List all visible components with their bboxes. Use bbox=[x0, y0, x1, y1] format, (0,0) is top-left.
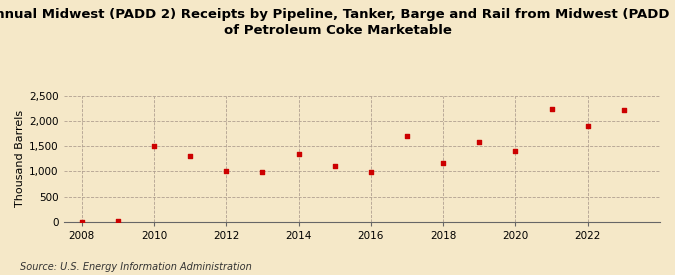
Point bbox=[365, 169, 376, 174]
Point bbox=[438, 161, 449, 166]
Point bbox=[185, 153, 196, 158]
Text: Annual Midwest (PADD 2) Receipts by Pipeline, Tanker, Barge and Rail from Midwes: Annual Midwest (PADD 2) Receipts by Pipe… bbox=[0, 8, 675, 37]
Point bbox=[402, 134, 412, 138]
Point bbox=[510, 149, 521, 153]
Point bbox=[618, 108, 629, 112]
Point bbox=[221, 169, 232, 174]
Y-axis label: Thousand Barrels: Thousand Barrels bbox=[15, 110, 25, 207]
Point bbox=[329, 164, 340, 168]
Point bbox=[546, 106, 557, 111]
Point bbox=[257, 170, 268, 174]
Text: Source: U.S. Energy Information Administration: Source: U.S. Energy Information Administ… bbox=[20, 262, 252, 272]
Point bbox=[113, 219, 124, 223]
Point bbox=[293, 152, 304, 156]
Point bbox=[474, 140, 485, 144]
Point bbox=[76, 219, 87, 224]
Point bbox=[148, 144, 159, 148]
Point bbox=[583, 123, 593, 128]
